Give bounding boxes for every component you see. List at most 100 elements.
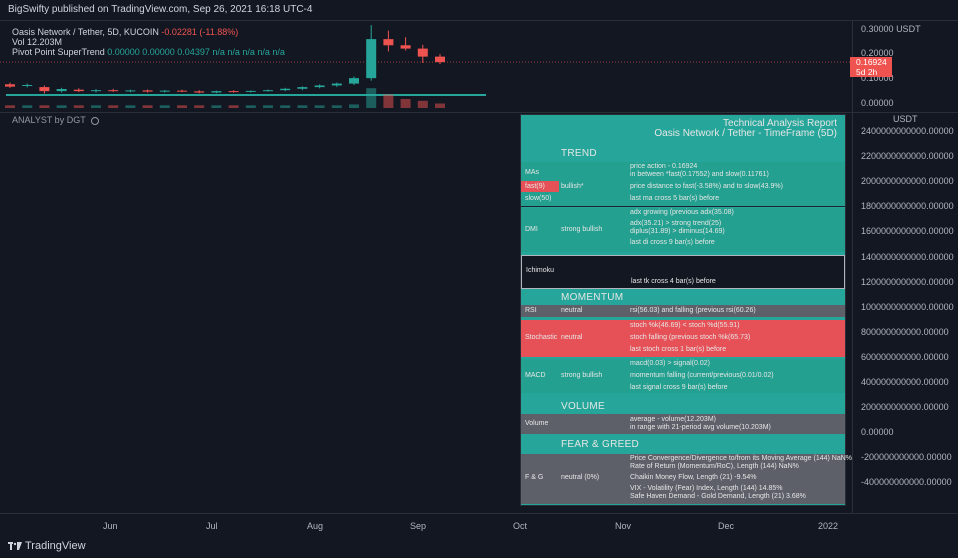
dmi-label: DMI bbox=[525, 226, 538, 233]
volume-bar bbox=[435, 103, 445, 108]
volume-bar bbox=[417, 100, 428, 108]
volume-bar bbox=[22, 105, 33, 108]
stochastic-detail-2: stoch falling (previous stoch %k(65.73) bbox=[630, 334, 751, 341]
candle bbox=[263, 90, 273, 92]
legend-symbol-line: Oasis Network / Tether, 5D, KUCOIN -0.02… bbox=[12, 27, 238, 37]
legend-symbol[interactable]: Oasis Network / Tether, 5D, KUCOIN bbox=[12, 27, 159, 37]
panel-axis-tick: 400000000000.00000 bbox=[861, 377, 949, 387]
fg-status: neutral (0%) bbox=[561, 474, 600, 481]
bar-countdown: 5d 2h bbox=[856, 67, 878, 77]
candle bbox=[142, 90, 153, 92]
price-tick: 0.00000 bbox=[861, 98, 894, 108]
candle bbox=[366, 39, 377, 79]
time-label: 2022 bbox=[818, 521, 839, 531]
mas-row: MAs price action - 0.16924 in between *f… bbox=[521, 162, 845, 206]
volume-bar bbox=[39, 105, 50, 108]
volume-detail-2: in range with 21-period avg volume(10.20… bbox=[630, 424, 771, 431]
panel-axis-unit: USDT bbox=[893, 114, 918, 124]
analyst-name: ANALYST by DGT bbox=[12, 115, 86, 125]
time-label: Nov bbox=[615, 521, 632, 531]
fast-ma-label: fast(9) bbox=[525, 183, 545, 190]
chart-area[interactable]: Oasis Network / Tether, 5D, KUCOIN -0.02… bbox=[0, 20, 852, 513]
volume-bar bbox=[314, 105, 325, 108]
price-chart[interactable] bbox=[0, 20, 852, 112]
panel-axis-tick: 200000000000.00000 bbox=[861, 402, 949, 413]
dmi-detail-3: diplus(31.89) > diminus(14.69) bbox=[630, 228, 725, 235]
macd-row: MACD strong bullish macd(0.03) > signal(… bbox=[521, 359, 845, 393]
analyst-indicator-label[interactable]: ANALYST by DGT bbox=[12, 115, 100, 125]
volume-bar bbox=[263, 105, 273, 108]
dmi-status: strong bullish bbox=[561, 226, 603, 233]
time-label: Jun bbox=[103, 521, 118, 531]
volume-bar bbox=[349, 104, 359, 108]
candle bbox=[125, 90, 136, 92]
macd-detail-2: momentum falling (current/previous(0.01/… bbox=[630, 372, 774, 379]
stochastic-detail-3: last stoch cross 1 bar(s) before bbox=[630, 346, 727, 353]
report-title: Technical Analysis Report bbox=[723, 118, 837, 129]
volume-bar bbox=[125, 105, 136, 108]
panel-axis-tick: 1800000000000.00000 bbox=[861, 201, 954, 212]
report-subtitle: Oasis Network / Tether - TimeFrame (5D) bbox=[654, 128, 837, 139]
supertrend-values: 0.00000 0.00000 0.04397 n/a n/a n/a n/a … bbox=[107, 47, 285, 57]
time-label: Dec bbox=[718, 521, 735, 531]
publish-bar: BigSwifty published on TradingView.com, … bbox=[0, 0, 958, 21]
volume-bar bbox=[194, 105, 205, 108]
supertrend-line bbox=[6, 94, 486, 96]
macd-detail-1: macd(0.03) > signal(0.02) bbox=[630, 360, 710, 367]
fast-ma-detail: price distance to fast(-3.58%) and to sl… bbox=[630, 183, 783, 190]
fast-ma-status: bullish* bbox=[561, 183, 584, 190]
section-trend: TREND bbox=[561, 148, 597, 159]
candle bbox=[417, 48, 428, 57]
section-volume: VOLUME bbox=[561, 401, 606, 412]
candle bbox=[73, 89, 84, 92]
candle bbox=[211, 91, 222, 93]
candle bbox=[383, 39, 394, 46]
candle bbox=[331, 83, 342, 86]
price-axis[interactable]: 0.30000 USDT 0.20000 0.10000 0.00000 USD… bbox=[852, 20, 958, 513]
time-axis[interactable]: Jun Jul Aug Sep Oct Nov Dec 2022 bbox=[0, 513, 958, 534]
ichimoku-row: Ichimoku last tk cross 4 bar(s) before bbox=[521, 255, 845, 289]
legend-supertrend[interactable]: Pivot Point SuperTrend 0.00000 0.00000 0… bbox=[12, 47, 285, 57]
rsi-detail: rsi(56.03) and falling (previous rsi(60.… bbox=[630, 307, 756, 314]
candle bbox=[91, 90, 101, 92]
price-tick: 0.20000 bbox=[861, 48, 894, 58]
stochastic-detail-1: stoch %k(46.69) < stoch %d(55.91) bbox=[630, 322, 740, 329]
volume-bar bbox=[177, 105, 187, 108]
time-label: Aug bbox=[307, 521, 324, 531]
supertrend-label: Pivot Point SuperTrend bbox=[12, 47, 105, 57]
settings-icon[interactable] bbox=[91, 116, 100, 125]
volume-bar bbox=[245, 105, 256, 108]
fg-detail-2: Rate of Return (Momentum/RoC), Length (1… bbox=[630, 463, 799, 470]
volume-bar bbox=[159, 105, 170, 108]
panel-axis-tick: 1400000000000.00000 bbox=[861, 251, 954, 262]
slow-ma-label: slow(50) bbox=[525, 195, 552, 202]
legend-volume[interactable]: Vol 12.203M bbox=[12, 37, 63, 47]
brand-name: TradingView bbox=[25, 540, 86, 552]
volume-bar bbox=[297, 105, 308, 108]
rsi-status: neutral bbox=[561, 307, 583, 314]
candle bbox=[108, 90, 119, 92]
candle bbox=[5, 84, 15, 87]
volume-bar bbox=[108, 105, 119, 108]
candle bbox=[39, 87, 50, 92]
fg-label: F & G bbox=[525, 474, 544, 481]
candle bbox=[314, 85, 325, 88]
rsi-label: RSI bbox=[525, 307, 537, 314]
fear-greed-row: F & G neutral (0%) Price Convergence/Div… bbox=[521, 454, 852, 504]
pane-divider[interactable] bbox=[0, 112, 958, 113]
candle bbox=[435, 56, 445, 63]
panel-axis-tick: 600000000000.00000 bbox=[861, 351, 949, 362]
panel-axis-tick: 1000000000000.00000 bbox=[861, 301, 954, 312]
volume-bar bbox=[383, 94, 394, 108]
fast-ma-highlight bbox=[521, 181, 559, 192]
fg-detail-5: Safe Haven Demand - Gold Demand, Length … bbox=[630, 493, 806, 500]
volume-bar bbox=[56, 105, 67, 108]
candle bbox=[56, 89, 67, 92]
volume-bar bbox=[73, 105, 84, 108]
section-fear-greed: FEAR & GREED bbox=[561, 439, 640, 450]
macd-label: MACD bbox=[525, 372, 546, 379]
volume-bar bbox=[331, 105, 342, 108]
panel-axis-tick: -400000000000.00000 bbox=[861, 477, 952, 488]
candle bbox=[177, 90, 187, 92]
fg-detail-3: Chaikin Money Flow, Length (21) -9.54% bbox=[630, 474, 757, 481]
